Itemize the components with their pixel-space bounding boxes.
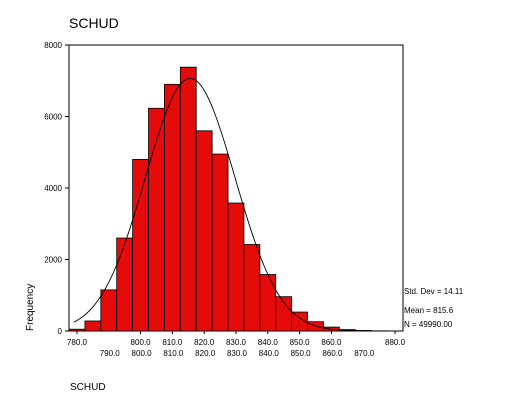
histogram-bar-4 bbox=[132, 158, 149, 332]
normal-curve bbox=[73, 77, 399, 332]
x-tick-label-lower-6: 850.0 bbox=[291, 349, 312, 358]
x-tick-label-upper-4: 830.0 bbox=[226, 338, 247, 347]
stat-mean: Mean = 815.6 bbox=[404, 306, 454, 315]
x-tick-label-lower-4: 830.0 bbox=[227, 349, 248, 358]
histogram-bar-6 bbox=[164, 83, 181, 332]
y-tick-label-2: 4000 bbox=[44, 184, 62, 193]
x-axis-label: SCHUD bbox=[70, 382, 106, 393]
x-tick-label-upper-8: 880.0 bbox=[385, 338, 406, 347]
histogram-bar-0 bbox=[68, 328, 86, 332]
x-tick-label-upper-3: 820.0 bbox=[194, 338, 215, 347]
x-tick-label-lower-1: 800.0 bbox=[132, 349, 153, 358]
stat-std-dev: Std. Dev = 14.11 bbox=[404, 287, 464, 296]
histogram-bar-10 bbox=[227, 202, 245, 332]
histogram-bar-3 bbox=[116, 237, 134, 332]
x-tick-label-upper-0: 780.0 bbox=[67, 338, 88, 347]
chart-title: SCHUD bbox=[69, 15, 119, 31]
x-tick-label-lower-3: 820.0 bbox=[195, 349, 216, 358]
histogram-bar-2 bbox=[100, 289, 118, 332]
y-tick-label-1: 2000 bbox=[44, 256, 62, 265]
x-tick-label-upper-1: 800.0 bbox=[131, 338, 152, 347]
x-tick-label-lower-8: 870.0 bbox=[354, 349, 375, 358]
histogram-bar-8 bbox=[195, 130, 213, 332]
x-tick-label-lower-0: 790.0 bbox=[100, 349, 121, 358]
x-tick-label-upper-7: 860.0 bbox=[321, 338, 342, 347]
y-tick-label-4: 8000 bbox=[44, 41, 62, 50]
x-tick-label-lower-2: 810.0 bbox=[163, 349, 184, 358]
y-axis-label: Frequency bbox=[25, 284, 36, 331]
x-tick-label-upper-6: 850.0 bbox=[290, 338, 311, 347]
x-tick-label-lower-7: 860.0 bbox=[322, 349, 343, 358]
histogram-bar-9 bbox=[211, 153, 229, 332]
stat-n: N = 49990.00 bbox=[404, 320, 453, 329]
plot-area: 0 2000 4000 6000 8000 780.0 800.0 810.0 820.0 830… bbox=[44, 41, 405, 358]
histogram-bar-7 bbox=[179, 66, 197, 332]
histogram-bar-11 bbox=[243, 244, 261, 332]
y-tick-label-3: 6000 bbox=[44, 113, 62, 122]
x-tick-label-upper-2: 810.0 bbox=[162, 338, 183, 347]
x-tick-label-lower-5: 840.0 bbox=[259, 349, 280, 358]
y-tick-label-0: 0 bbox=[58, 327, 63, 336]
histogram-bar-12 bbox=[259, 274, 277, 332]
x-tick-label-upper-5: 840.0 bbox=[258, 338, 279, 347]
histogram-bar-1 bbox=[84, 320, 102, 332]
